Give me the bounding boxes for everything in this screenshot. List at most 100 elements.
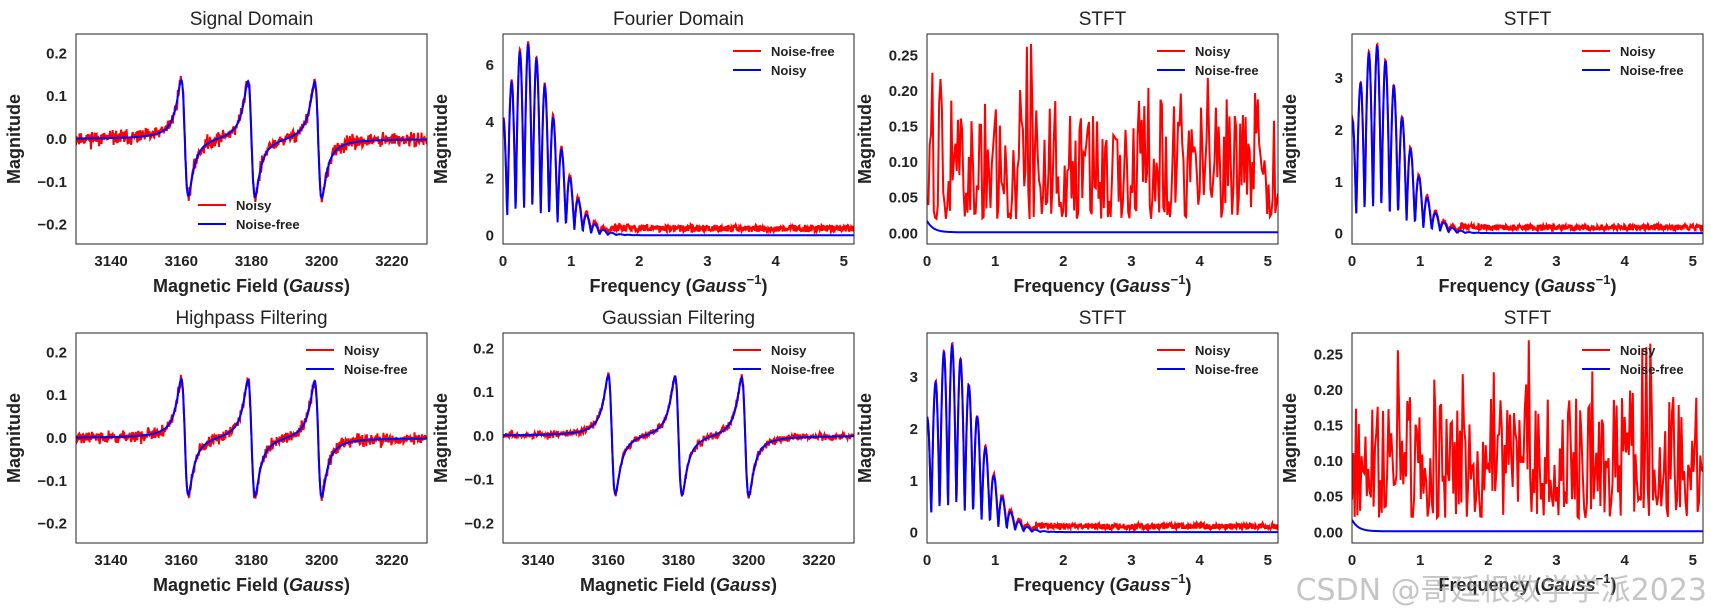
x-axis-label: Frequency (Gauss−1) xyxy=(590,272,768,296)
y-tick-label: −0.2 xyxy=(37,217,67,234)
legend: Noisy Noise-free xyxy=(1582,343,1684,377)
legend: Noisy Noise-free xyxy=(733,343,835,377)
subplot-p03: STFT 0 1 2 3 4 5 0 1 2 3 Frequency (Gauss−1) Magnitu… xyxy=(1280,9,1704,296)
x-tick-label: 2 xyxy=(1059,253,1067,270)
axes-frame xyxy=(502,33,855,245)
subplot-p13: STFT 0 1 2 3 4 5 0.00 0.05 0.10 0.15 0.20 0.25 Freque… xyxy=(1280,308,1704,595)
subplot-title: Signal Domain xyxy=(190,9,314,30)
x-tick-label: 0 xyxy=(1348,253,1356,270)
legend-label: Noise-free xyxy=(771,362,835,377)
y-tick-label: 0 xyxy=(486,227,494,244)
legend-label: Noisy xyxy=(236,198,272,213)
legend: Noisy Noise-free xyxy=(1157,44,1259,78)
x-tick-label: 0 xyxy=(923,253,931,270)
y-axis-label: Magnitude xyxy=(855,393,875,483)
x-tick-label: 0 xyxy=(923,552,931,569)
y-tick-label: −0.1 xyxy=(464,472,494,489)
x-tick-label: 4 xyxy=(1620,253,1629,270)
y-tick-label: 3 xyxy=(1335,70,1343,87)
legend-label: Noise-free xyxy=(1620,362,1684,377)
axes-frame xyxy=(1351,33,1704,245)
subplot-p00: Signal Domain 3140 3160 3180 3200 3220 −0.2 −0.… xyxy=(4,9,428,296)
legend-label: Noisy xyxy=(1195,343,1231,358)
y-tick-label: −0.2 xyxy=(37,516,67,533)
subplot-title: STFT xyxy=(1079,308,1127,329)
y-tick-label: 0.15 xyxy=(1314,418,1343,435)
y-axis-label: Magnitude xyxy=(1280,393,1300,483)
legend: Noisy Noise-free xyxy=(306,343,408,377)
y-tick-label: 0.0 xyxy=(473,428,494,445)
x-axis-label: Magnetic Field (Gauss) xyxy=(580,575,777,595)
x-tick-label: 5 xyxy=(1264,552,1272,569)
x-tick-label: 3180 xyxy=(235,253,268,270)
x-axis-label: Frequency (Gauss−1) xyxy=(1439,571,1617,595)
x-tick-label: 2 xyxy=(1059,552,1067,569)
x-tick-label: 5 xyxy=(1689,253,1697,270)
series-noisy xyxy=(1352,340,1703,521)
x-tick-label: 3160 xyxy=(592,552,625,569)
subplot-title: STFT xyxy=(1079,9,1127,30)
y-tick-label: 0.2 xyxy=(473,340,494,357)
y-axis-label: Magnitude xyxy=(4,94,24,184)
legend-label: Noise-free xyxy=(344,362,408,377)
legend-label: Noisy xyxy=(1620,343,1656,358)
y-tick-label: 0.10 xyxy=(1314,453,1343,470)
x-tick-label: 3 xyxy=(703,253,711,270)
subplot-title: Highpass Filtering xyxy=(175,308,327,329)
series-noise-free xyxy=(927,344,1278,534)
x-axis-label: Frequency (Gauss−1) xyxy=(1014,272,1192,296)
subplot-p01: Fourier Domain 0 1 2 3 4 5 0 2 4 6 Frequency (Gauss… xyxy=(431,9,855,296)
y-tick-label: 0.20 xyxy=(1314,382,1343,399)
x-tick-label: 3200 xyxy=(305,552,338,569)
y-tick-label: −0.2 xyxy=(464,515,494,532)
y-tick-label: 0.25 xyxy=(1314,346,1343,363)
y-tick-label: 2 xyxy=(910,421,918,438)
y-tick-label: 0.1 xyxy=(473,384,494,401)
y-tick-label: 2 xyxy=(486,171,494,188)
legend-label: Noise-free xyxy=(771,44,835,59)
series-noise-free xyxy=(1352,519,1703,533)
axes-frame xyxy=(926,33,1279,245)
legend-label: Noisy xyxy=(1195,44,1231,59)
x-tick-label: 1 xyxy=(567,253,575,270)
x-tick-label: 3200 xyxy=(305,253,338,270)
x-tick-label: 3200 xyxy=(732,552,765,569)
x-tick-label: 1 xyxy=(1416,253,1424,270)
legend: Noise-free Noisy xyxy=(733,44,835,78)
y-axis-label: Magnitude xyxy=(431,94,451,184)
x-tick-label: 3180 xyxy=(662,552,695,569)
legend-label: Noise-free xyxy=(1195,63,1259,78)
x-tick-label: 3 xyxy=(1127,253,1135,270)
x-tick-label: 3220 xyxy=(802,552,835,569)
legend: Noisy Noise-free xyxy=(1157,343,1259,377)
x-tick-label: 3 xyxy=(1127,552,1135,569)
legend-label: Noise-free xyxy=(1620,63,1684,78)
y-tick-label: 0.25 xyxy=(889,47,918,64)
x-tick-label: 0 xyxy=(499,253,507,270)
y-tick-label: 0.0 xyxy=(46,430,67,447)
x-tick-label: 3160 xyxy=(165,253,198,270)
legend: Noisy Noise-free xyxy=(198,198,300,232)
x-axis-label: Magnetic Field (Gauss) xyxy=(153,276,350,296)
subplot-p02: STFT 0 1 2 3 4 5 0.00 0.05 0.10 0.15 0.20 0.25 Freque… xyxy=(855,9,1279,296)
x-tick-label: 3180 xyxy=(235,552,268,569)
x-tick-label: 3 xyxy=(1552,552,1560,569)
y-tick-label: 0 xyxy=(910,525,918,542)
y-tick-label: 0.0 xyxy=(46,131,67,148)
legend-label: Noisy xyxy=(1620,44,1656,59)
axes-frame xyxy=(1351,332,1704,544)
axes-frame xyxy=(926,332,1279,544)
y-tick-label: 0.00 xyxy=(889,225,918,242)
y-tick-label: 0.2 xyxy=(46,45,67,62)
y-tick-label: 0 xyxy=(1335,226,1343,243)
y-tick-label: 6 xyxy=(486,57,494,74)
series-noisy xyxy=(927,341,1278,534)
y-tick-label: 1 xyxy=(1335,174,1343,191)
y-tick-label: 0.1 xyxy=(46,88,67,105)
subplot-title: STFT xyxy=(1504,9,1552,30)
y-tick-label: 3 xyxy=(910,369,918,386)
x-tick-label: 5 xyxy=(1689,552,1697,569)
series-noise-free xyxy=(1352,45,1703,235)
y-tick-label: 4 xyxy=(486,114,495,131)
x-axis-label: Magnetic Field (Gauss) xyxy=(153,575,350,595)
